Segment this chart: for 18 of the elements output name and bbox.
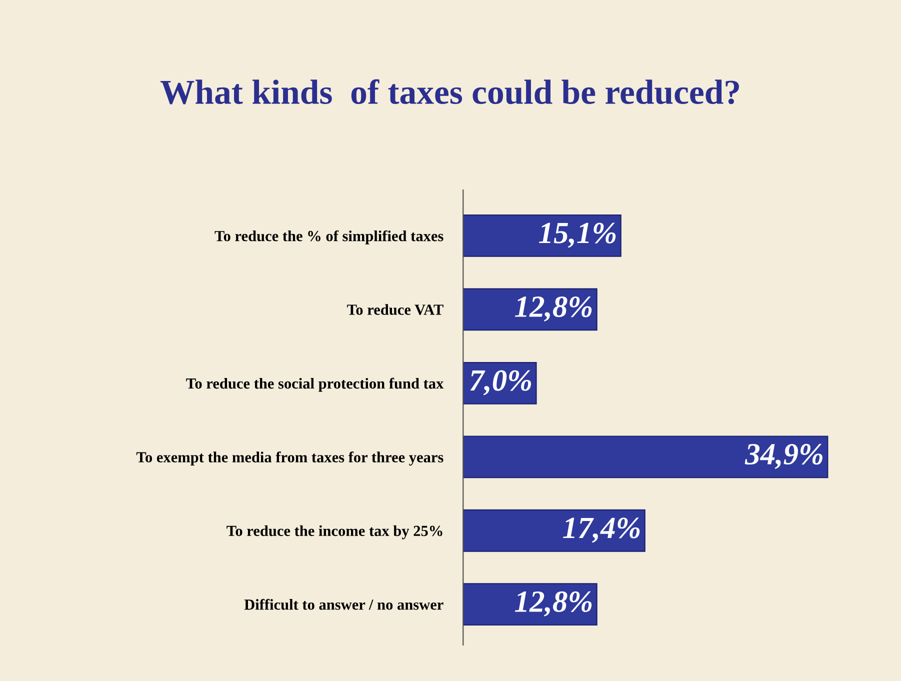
y-tick-label: To reduce the social protection fund tax	[186, 378, 444, 392]
data-label: 34,9%	[744, 444, 822, 469]
data-label: 15,1%	[538, 222, 616, 248]
bar	[463, 214, 622, 257]
data-label: 17,4%	[563, 518, 640, 543]
y-tick-label: To reduce the % of simplified taxes	[214, 230, 444, 244]
data-label: 12,8%	[514, 296, 592, 322]
data-label: 12,8%	[514, 591, 592, 616]
bar	[463, 436, 828, 478]
bar	[463, 288, 598, 331]
bar	[463, 509, 646, 552]
y-tick-label: Difficult to answer / no answer	[244, 598, 444, 610]
data-label: 7,0%	[470, 370, 532, 396]
bar	[463, 583, 598, 626]
y-tick-label: To reduce the income tax by 25%	[226, 525, 442, 540]
y-tick-label: To reduce VAT	[347, 304, 444, 315]
chart-title: What kinds of taxes could be reduced?	[160, 79, 739, 104]
y-tick-label: To exempt the media from taxes for three years	[136, 452, 444, 466]
